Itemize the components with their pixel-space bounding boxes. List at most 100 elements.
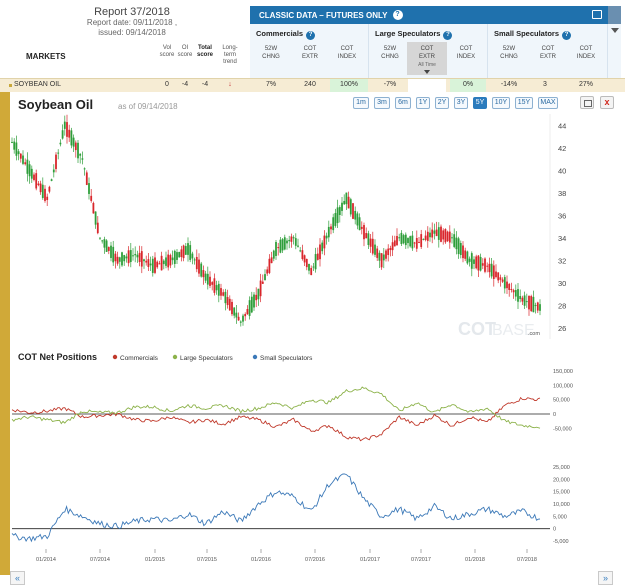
candle bbox=[534, 305, 537, 307]
candle bbox=[28, 164, 31, 177]
candle bbox=[321, 242, 324, 252]
candle bbox=[246, 309, 249, 315]
candle bbox=[191, 253, 194, 259]
close-chart-button[interactable]: x bbox=[600, 96, 614, 109]
candle bbox=[270, 257, 273, 264]
col-header-cot-index[interactable]: COT INDEX bbox=[576, 46, 596, 60]
candle bbox=[536, 302, 539, 311]
col-header-52w-chng[interactable]: 52W CHNG bbox=[381, 46, 399, 60]
x-tick-label: 01/2015 bbox=[145, 557, 165, 563]
col-header-cot-extr[interactable]: COT EXTR bbox=[539, 46, 556, 60]
group-small-speculators: Small Speculators? 52W CHNG COT EXTR COT IN… bbox=[488, 24, 608, 78]
col-header-cot-extr-selected[interactable]: COT EXTR All Time bbox=[407, 42, 447, 75]
range-button-1m[interactable]: 1m bbox=[353, 97, 369, 109]
candle bbox=[363, 225, 365, 240]
row-bullet-icon bbox=[9, 84, 12, 87]
candle bbox=[211, 282, 214, 285]
print-chart-button[interactable] bbox=[580, 96, 594, 109]
candle bbox=[338, 207, 341, 215]
candle bbox=[479, 256, 482, 271]
candle bbox=[393, 240, 396, 247]
small-y-tick: 25,000 bbox=[553, 465, 570, 471]
candle bbox=[57, 152, 60, 154]
candle bbox=[446, 231, 449, 242]
legend-marker bbox=[112, 354, 118, 360]
candle bbox=[151, 258, 154, 273]
candle bbox=[11, 141, 13, 143]
candle bbox=[70, 130, 73, 146]
next-period-button[interactable]: » bbox=[598, 571, 613, 585]
candle bbox=[277, 247, 280, 249]
comm-52w-chng: 7% bbox=[265, 81, 277, 88]
candle bbox=[101, 240, 104, 242]
candle bbox=[162, 260, 165, 265]
candle bbox=[404, 234, 407, 246]
range-button-2y[interactable]: 2Y bbox=[435, 97, 449, 109]
column-menu-button[interactable] bbox=[608, 24, 621, 78]
large-speculators-line bbox=[11, 386, 541, 429]
candle bbox=[486, 265, 489, 267]
classic-data-title: CLASSIC DATA – FUTURES ONLY bbox=[259, 11, 388, 20]
candle bbox=[356, 213, 359, 226]
help-icon[interactable]: ? bbox=[392, 10, 403, 20]
legend-item: Commercials bbox=[120, 355, 159, 362]
market-name[interactable]: SOYBEAN OIL bbox=[14, 81, 62, 88]
candle bbox=[233, 307, 236, 316]
report-title: Report 37/2018 bbox=[94, 6, 170, 18]
candle bbox=[327, 226, 330, 238]
range-button-max[interactable]: MAX bbox=[538, 97, 558, 109]
range-button-3m[interactable]: 3m bbox=[374, 97, 390, 109]
candle bbox=[376, 248, 379, 258]
printer-icon[interactable] bbox=[592, 10, 602, 19]
candle bbox=[451, 237, 453, 239]
candle bbox=[488, 263, 491, 273]
range-button-3y[interactable]: 3Y bbox=[454, 97, 468, 109]
chart-asof: as of 09/14/2018 bbox=[118, 102, 178, 111]
help-icon[interactable]: ? bbox=[306, 31, 316, 40]
candle bbox=[46, 196, 49, 200]
prev-period-button[interactable]: « bbox=[10, 571, 25, 585]
range-button-6m[interactable]: 6m bbox=[395, 97, 411, 109]
options-button[interactable] bbox=[608, 6, 621, 24]
candle bbox=[440, 226, 442, 242]
candle bbox=[382, 254, 385, 261]
help-icon[interactable]: ? bbox=[562, 31, 572, 40]
candle bbox=[244, 314, 247, 317]
candle bbox=[66, 122, 68, 137]
col-header-52w-chng[interactable]: 52W CHNG bbox=[500, 46, 518, 60]
small-y-tick: 10,000 bbox=[553, 502, 570, 508]
candle bbox=[508, 283, 511, 290]
candle bbox=[37, 183, 40, 186]
col-header-cot-index[interactable]: COT INDEX bbox=[456, 46, 476, 60]
candle bbox=[116, 256, 119, 264]
candle bbox=[226, 297, 229, 306]
cot-y-tick: -50,000 bbox=[553, 426, 572, 432]
candle bbox=[334, 213, 337, 226]
candle bbox=[466, 251, 469, 264]
market-row-soybean-oil[interactable]: SOYBEAN OIL 0 -4 -4 ↓ 7% 240 100% -7% 0%… bbox=[0, 78, 625, 92]
range-button-1y[interactable]: 1Y bbox=[416, 97, 430, 109]
range-button-15y[interactable]: 15Y bbox=[515, 97, 533, 109]
candle bbox=[48, 186, 51, 192]
candle bbox=[261, 281, 264, 284]
range-button-10y[interactable]: 10Y bbox=[492, 97, 510, 109]
price-y-tick: 30 bbox=[558, 279, 566, 288]
total-score: -4 bbox=[201, 81, 209, 88]
candle bbox=[400, 232, 403, 244]
candle bbox=[523, 295, 526, 306]
legend-item: Large Speculators bbox=[180, 355, 234, 362]
small-y-tick: -5,000 bbox=[553, 539, 569, 545]
col-header-cot-extr[interactable]: COT EXTR bbox=[301, 46, 318, 60]
candle bbox=[319, 244, 321, 260]
candle bbox=[528, 295, 530, 310]
range-button-5y[interactable]: 5Y bbox=[473, 97, 487, 109]
candle bbox=[525, 301, 528, 303]
candle bbox=[17, 151, 20, 155]
help-icon[interactable]: ? bbox=[443, 31, 453, 40]
candle bbox=[272, 250, 275, 259]
candle bbox=[257, 288, 260, 300]
col-header-cot-index[interactable]: COT INDEX bbox=[337, 46, 357, 60]
candle bbox=[503, 277, 506, 289]
candle bbox=[121, 252, 123, 266]
col-header-52w-chng[interactable]: 52W CHNG bbox=[262, 46, 280, 60]
